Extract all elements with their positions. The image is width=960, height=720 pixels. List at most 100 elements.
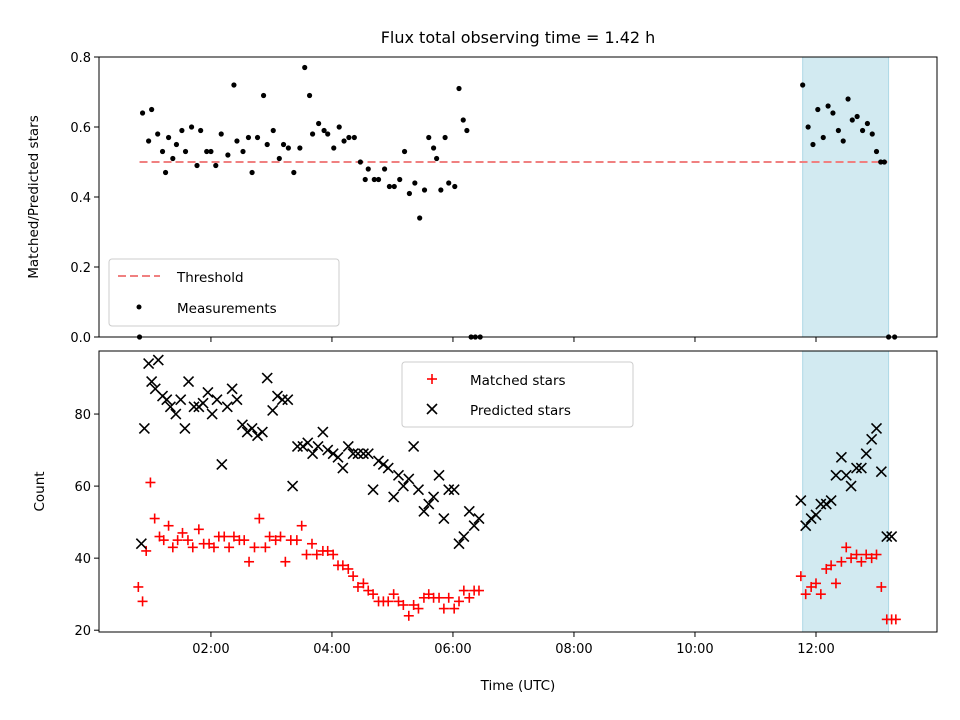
matched-point [328,549,339,560]
predicted-point [840,469,852,481]
measurement-point [139,110,146,116]
matched-point [368,589,379,600]
measurement-point [830,110,836,116]
predicted-point [226,383,238,395]
matched-point [254,513,265,524]
bottom-y-tick-label: 40 [74,552,91,567]
predicted-point [197,397,209,409]
matched-point [322,545,333,556]
matched-point [388,589,399,600]
matched-point [348,571,359,582]
bottom-legend-box [401,361,634,428]
top-y-ticks: 0.0 0.2 0.4 0.6 0.8 [70,51,99,346]
measurement-point [331,145,337,151]
predicted-point [322,444,334,456]
measurement-point [438,187,444,193]
measurement-point [464,127,470,134]
predicted-point [146,376,158,388]
measurement-point [306,92,313,99]
matched-point [810,578,821,589]
matched-point [163,520,174,531]
predicted-point [372,455,385,467]
matched-point [403,610,414,621]
measurement-point [297,145,303,151]
measurement-point [873,148,880,155]
matched-point [861,549,872,560]
matched-point [876,581,887,592]
measurement-point [800,82,806,88]
predicted-point [855,462,867,474]
matched-point [383,596,394,607]
predicted-point [164,401,176,413]
measurement-point [165,134,172,141]
predicted-point [302,437,314,449]
predicted-point [357,448,369,460]
predicted-point [795,494,807,507]
measurement-point [362,176,368,183]
bottom-shaded-span [802,350,890,633]
predicted-point [256,426,268,438]
predicted-point [835,451,847,463]
measurement-point [426,134,432,141]
matched-point [301,549,312,560]
measurement-point [835,127,841,134]
measurement-point [452,183,458,190]
measurement-point [260,92,267,99]
predicted-point [282,394,294,406]
measurement-point [881,159,887,165]
matched-point [398,599,409,610]
top-legend: Threshold Measurements [108,258,340,327]
top-y-axis-label: Matched/Predicted stars [26,115,42,278]
predicted-point [317,426,329,438]
top-y-tick-label: 0.6 [70,121,91,136]
bottom-y-ticks: 20 40 60 80 [74,408,99,639]
measurement-point [270,127,276,134]
x-tick-label: 08:00 [555,642,592,657]
measurement-point [194,162,200,169]
matched-point [413,603,424,614]
predicted-point [231,394,243,406]
predicted-point [161,394,173,406]
matched-point [177,527,188,538]
measurement-point [381,166,388,172]
top-x-ticks [210,337,817,342]
measurement-point [159,148,166,155]
measurement-point [456,85,462,92]
predicted-point [246,422,258,435]
matched-point [228,531,239,542]
measurement-point [182,148,189,155]
measurement-point [179,127,185,134]
predicted-point [175,394,187,406]
matched-point [219,531,230,542]
measurement-point [155,131,161,137]
predicted-point [138,422,150,435]
bottom-legend: Matched stars Predicted stars [401,361,634,428]
matched-point [826,560,837,571]
predicted-point [347,448,359,460]
measurement-point [375,176,382,183]
matched-point [249,542,260,553]
matched-point [145,477,156,488]
predicted-point [202,386,214,398]
x-tick-label: 12:00 [797,642,834,657]
measurement-point [234,138,240,144]
measurement-point [442,134,448,141]
matched-point [841,542,852,553]
measurement-point [417,215,423,221]
measurement-point [325,131,331,137]
predicted-point [211,394,223,406]
matched-point [443,592,454,603]
predicted-point [388,491,400,503]
matched-point [473,585,484,596]
predicted-point [850,462,863,474]
predicted-point [453,538,465,550]
bottom-x-ticks: 02:00 04:00 06:00 08:00 10:00 12:00 [192,632,835,657]
predicted-point [463,505,475,517]
legend-predicted-label: Predicted stars [470,403,571,419]
measurement-point [208,148,214,155]
bottom-y-tick-label: 60 [74,480,91,495]
measurement-point [864,120,871,127]
matched-point [193,524,204,535]
predicted-point [267,404,279,417]
matched-point [296,520,307,531]
